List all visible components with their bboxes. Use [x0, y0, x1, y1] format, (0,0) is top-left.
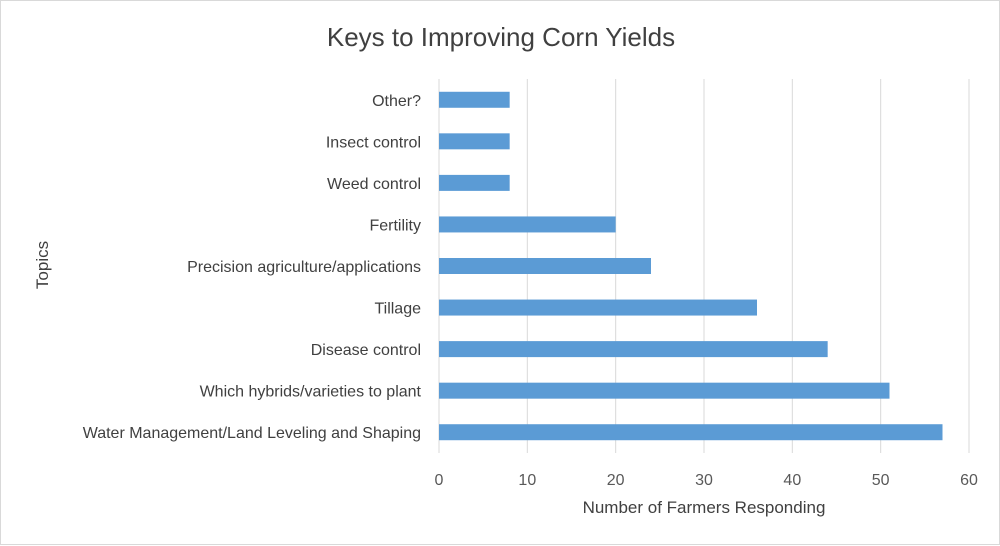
category-label: Precision agriculture/applications: [187, 259, 421, 276]
bar-0: [439, 91, 510, 108]
chart-title: Keys to Improving Corn Yields: [327, 22, 675, 52]
bar-1: [439, 133, 510, 150]
category-label: Other?: [372, 93, 421, 110]
category-label: Tillage: [374, 301, 421, 318]
bar-3: [439, 216, 616, 233]
bars: [439, 91, 943, 441]
category-label: Which hybrids/varieties to plant: [200, 384, 422, 401]
bar-8: [439, 424, 943, 441]
category-label: Insect control: [326, 134, 421, 151]
x-tick-label: 50: [872, 472, 890, 489]
x-tick-label: 30: [695, 472, 713, 489]
bar-2: [439, 174, 510, 191]
y-axis-title: Topics: [33, 241, 52, 289]
x-axis-title: Number of Farmers Responding: [583, 498, 826, 517]
bar-5: [439, 299, 757, 316]
bar-4: [439, 258, 651, 274]
category-label: Water Management/Land Leveling and Shapi…: [83, 425, 421, 442]
bar-6: [439, 341, 828, 358]
x-tick-labels: 0 10 20 30 40 50 60: [435, 472, 978, 489]
category-label: Disease control: [311, 342, 421, 359]
x-tick-label: 40: [783, 472, 801, 489]
category-labels: Other? Insect control Weed control Fertilit…: [83, 93, 422, 442]
x-tick-label: 10: [518, 472, 536, 489]
bar-7: [439, 382, 890, 399]
x-tick-label: 0: [435, 472, 444, 489]
x-tick-label: 60: [960, 472, 978, 489]
category-label: Weed control: [327, 176, 421, 193]
x-tick-label: 20: [607, 472, 625, 489]
category-label: Fertility: [369, 217, 421, 234]
